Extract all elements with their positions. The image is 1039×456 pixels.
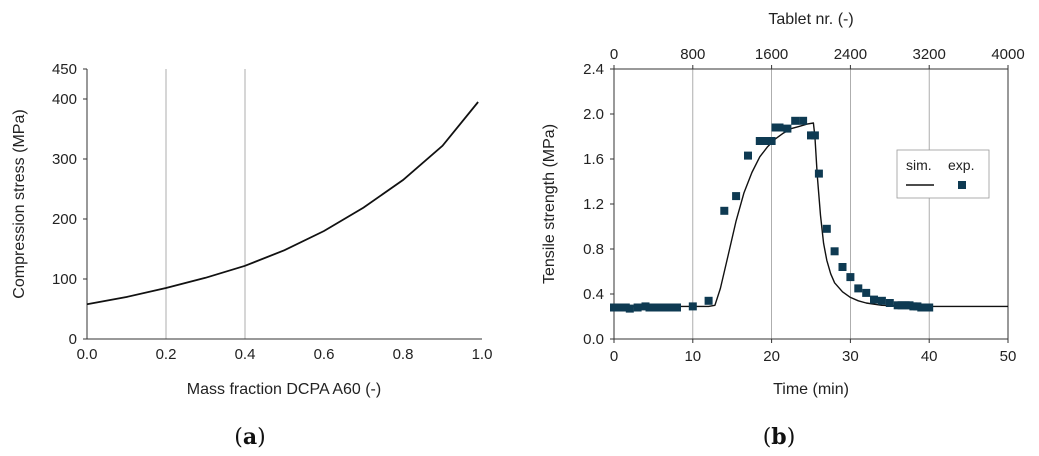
chart-a-series-line xyxy=(86,101,479,306)
chart-a: 0.0 0.2 0.4 0.6 0.8 1.0 0 100 200 300 400 450 Mass… xyxy=(11,61,492,450)
chart-a-x-tick-label: 0.0 xyxy=(77,346,98,363)
chart-b-exp-point xyxy=(720,206,729,215)
chart-b-x-tick-label: 40 xyxy=(921,348,938,365)
chart-b-x-label: Time (min) xyxy=(773,381,849,398)
chart-a-series xyxy=(86,101,479,306)
chart-b-exp-point xyxy=(625,304,634,313)
chart-b-x-tick-label: 10 xyxy=(684,348,701,365)
chart-b-exp-point xyxy=(838,263,847,271)
chart-b-exp-point xyxy=(673,303,681,312)
chart-b: 0 10 20 30 40 50 0 800 1600 2400 3200 4000 0.00.40… xyxy=(541,11,1025,450)
chart-a-gridlines xyxy=(165,69,246,339)
chart-b-top-x-tick-label: 2400 xyxy=(834,46,867,63)
chart-b-y-tick-label: 0.4 xyxy=(583,286,604,303)
legend-sim-label: sim. xyxy=(906,157,932,173)
chart-b-exp-point xyxy=(799,116,808,125)
chart-a-y-tick-label: 450 xyxy=(52,61,77,78)
chart-b-exp-point xyxy=(744,151,752,160)
chart-a-x-ticks: 0.0 0.2 0.4 0.6 0.8 1.0 xyxy=(77,346,493,363)
chart-b-exp-point xyxy=(885,299,894,307)
chart-b-y-tick-label: 2.4 xyxy=(583,61,604,78)
chart-a-y-ticks: 0 100 200 300 400 450 xyxy=(52,61,87,348)
chart-b-legend: sim. exp. xyxy=(896,149,990,199)
chart-a-y-tick-label: 200 xyxy=(52,211,77,228)
chart-b-x-tick-label: 50 xyxy=(1000,348,1017,365)
chart-b-sim-line xyxy=(614,122,1008,308)
chart-b-exp-point xyxy=(688,302,697,311)
chart-b-exp-point xyxy=(783,124,792,133)
chart-a-x-tick-label: 0.2 xyxy=(156,346,177,363)
chart-b-exp-point xyxy=(877,296,886,305)
chart-b-exp-point xyxy=(732,192,741,201)
chart-b-exp-point xyxy=(775,123,784,132)
chart-b-exp-point xyxy=(704,296,713,305)
chart-b-exp-point xyxy=(870,295,878,304)
chart-b-exp-point xyxy=(862,288,871,297)
chart-b-x-ticks: 0 10 20 30 40 50 xyxy=(610,339,1017,365)
legend-exp-label: exp. xyxy=(948,157,974,173)
chart-b-panel-label: (b) xyxy=(763,424,796,450)
chart-b-y-tick-label: 1.6 xyxy=(583,151,604,168)
chart-b-exp-point xyxy=(633,303,642,312)
chart-b-exp-point xyxy=(846,273,855,282)
chart-b-y-ticks: 0.0 0.4 0.8 1.2 1.6 2.0 2.4 xyxy=(583,61,614,348)
chart-b-x-tick-label: 0 xyxy=(610,348,618,365)
chart-b-x-tick-label: 20 xyxy=(763,348,780,365)
chart-b-top-x-label: Tablet nr. (-) xyxy=(768,11,853,28)
chart-b-top-x-tick-label: 800 xyxy=(680,46,705,63)
chart-b-exp-point xyxy=(830,247,839,256)
chart-b-top-x-tick-label: 0 xyxy=(610,46,618,63)
chart-b-exp-point xyxy=(822,224,831,233)
chart-a-x-tick-label: 1.0 xyxy=(472,346,493,363)
chart-b-y-tick-label: 0.0 xyxy=(583,331,604,348)
chart-a-x-label: Mass fraction DCPA A60 (-) xyxy=(187,381,381,398)
chart-a-y-tick-label: 400 xyxy=(52,91,77,108)
chart-a-y-tick-label: 300 xyxy=(52,151,77,168)
chart-b-y-label: Tensile strength (MPa) xyxy=(541,124,558,284)
chart-b-top-x-ticks: 0 800 1600 2400 3200 4000 xyxy=(610,46,1025,69)
chart-a-y-label: Compression stress (MPa) xyxy=(11,109,28,298)
chart-b-gridlines xyxy=(692,69,930,339)
chart-b-top-x-tick-label: 3200 xyxy=(913,46,946,63)
chart-a-y-tick-label: 0 xyxy=(69,331,77,348)
chart-b-exp-point xyxy=(925,303,934,312)
chart-b-y-tick-label: 0.8 xyxy=(583,241,604,258)
chart-b-y-tick-label: 2.0 xyxy=(583,106,604,123)
chart-a-panel-label: (a) xyxy=(234,424,265,450)
chart-a-y-tick-label: 100 xyxy=(52,271,77,288)
chart-b-y-tick-label: 1.2 xyxy=(583,196,604,213)
chart-b-exp-point xyxy=(767,137,776,145)
chart-b-frame xyxy=(613,68,1009,340)
legend-box xyxy=(896,149,990,199)
chart-b-exp-point xyxy=(854,284,863,293)
chart-b-series xyxy=(610,116,1008,313)
chart-b-top-x-tick-label: 4000 xyxy=(991,46,1024,63)
chart-b-exp-point xyxy=(810,131,819,140)
legend-exp-marker-icon xyxy=(958,181,966,189)
chart-a-x-tick-label: 0.6 xyxy=(314,346,335,363)
chart-b-x-tick-label: 30 xyxy=(842,348,859,365)
chart-b-exp-point xyxy=(791,116,800,125)
chart-b-top-x-tick-label: 1600 xyxy=(755,46,788,63)
chart-b-exp-point xyxy=(814,169,823,178)
chart-a-x-tick-label: 0.8 xyxy=(393,346,414,363)
chart-a-x-tick-label: 0.4 xyxy=(235,346,256,363)
